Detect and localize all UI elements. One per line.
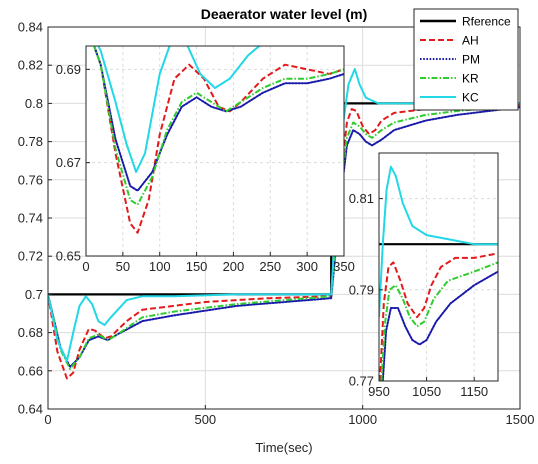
main-y-tick-label: 0.7	[25, 287, 43, 302]
inset-b-x-tick-label: 1050	[412, 384, 441, 399]
legend-label-pm: PM	[462, 53, 480, 67]
main-y-tick-label: 0.78	[18, 134, 43, 149]
inset-a-x-tick-label: 350	[333, 259, 355, 274]
inset-a-x-tick-label: 50	[116, 259, 130, 274]
inset-a-series-kr	[93, 46, 344, 206]
inset-b-x-tick-label: 1150	[460, 384, 488, 399]
main-y-tick-label: 0.74	[18, 211, 43, 226]
main-x-tick-label: 1500	[506, 412, 535, 427]
inset-a-plot-area	[86, 46, 344, 256]
inset-a-x-tick-label: 300	[296, 259, 318, 274]
inset-a-x-tick-label: 0	[82, 259, 89, 274]
inset-b-axes-frame	[378, 152, 499, 382]
legend-box	[413, 8, 519, 111]
inset-b-series-ah	[379, 252, 498, 381]
main-series-kc	[48, 68, 520, 363]
main-y-tick-label: 0.84	[18, 20, 43, 35]
inset-a-y-tick-label: 0.67	[56, 155, 81, 170]
main-y-tick-label: 0.76	[18, 172, 43, 187]
legend-label-kc: KC	[462, 91, 479, 105]
inset-a-axes-frame	[85, 45, 345, 257]
chart-title: Deaerator water level (m)	[201, 6, 368, 22]
inset-b-series-kr	[380, 261, 498, 381]
inset-a-x-tick-label: 250	[259, 259, 281, 274]
inset-a-x-tick-label: 100	[149, 259, 171, 274]
inset-b-y-tick-label: 0.81	[349, 191, 374, 206]
main-y-tick-label: 0.8	[25, 96, 43, 111]
inset-a-series-ah	[93, 46, 344, 234]
main-x-tick-label: 1000	[348, 412, 377, 427]
main-series-kr	[48, 104, 520, 370]
inset-a-y-tick-label: 0.69	[56, 62, 81, 77]
main-y-tick-label: 0.68	[18, 325, 43, 340]
inset-b-plot-area	[379, 153, 498, 381]
inset-a-series-group	[93, 46, 344, 234]
inset-a-x-tick-label: 200	[223, 259, 245, 274]
main-y-tick-label: 0.66	[18, 363, 43, 378]
inset-a-y-tick-label: 0.65	[56, 249, 81, 264]
main-y-tick-label: 0.82	[18, 58, 43, 73]
legend-label-ah: AH	[462, 34, 479, 48]
inset-b-series-kc	[379, 165, 498, 318]
inset-b-y-tick-label: 0.79	[349, 282, 374, 297]
legend: Rference AH PM KR KC	[413, 8, 519, 111]
inset-a-series-pm	[93, 46, 344, 192]
main-series-ah	[48, 104, 520, 380]
inset-a-series-kc	[97, 46, 261, 173]
legend-label-kr: KR	[462, 72, 479, 86]
inset-b-x-tick-label: 950	[368, 384, 390, 399]
main-x-tick-label: 500	[194, 412, 216, 427]
inset-b-series-pm	[381, 270, 498, 381]
inset-b-series-group	[379, 165, 498, 381]
inset-b-y-tick-label: 0.77	[349, 374, 374, 389]
main-y-tick-label: 0.64	[18, 402, 43, 417]
main-x-tick-label: 0	[44, 412, 51, 427]
x-axis-title: Time(sec)	[255, 440, 312, 455]
legend-label-rference: Rference	[462, 15, 511, 29]
main-y-tick-label: 0.72	[18, 249, 43, 264]
inset-a-x-tick-label: 150	[186, 259, 208, 274]
